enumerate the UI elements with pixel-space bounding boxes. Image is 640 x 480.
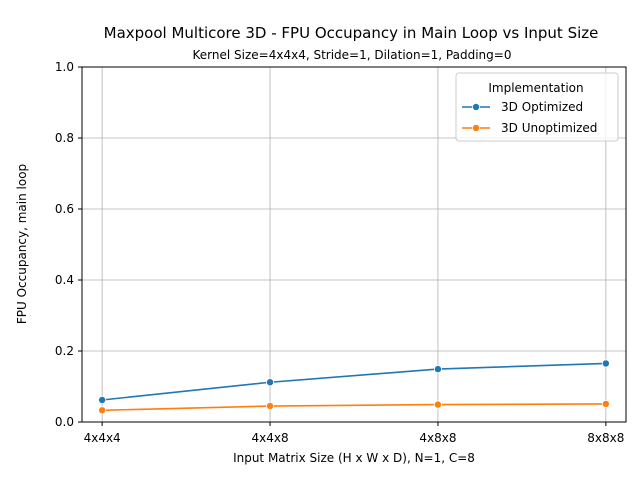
legend-swatch-marker	[471, 103, 480, 112]
chart-subtitle: Kernel Size=4x4x4, Stride=1, Dilation=1,…	[193, 48, 512, 62]
data-point	[98, 395, 107, 404]
legend-swatch-marker	[471, 124, 480, 133]
x-axis: 4x4x4 4x4x8 4x8x8 8x8x8	[84, 422, 624, 445]
legend-label: 3D Optimized	[501, 100, 583, 114]
y-tick-label: 0.2	[55, 344, 74, 358]
legend: Implementation 3D Optimized 3D Unoptimize…	[455, 72, 619, 142]
plot-frame	[81, 66, 627, 423]
data-point	[601, 359, 610, 368]
y-tick-label: 0.0	[55, 415, 74, 429]
series-layer	[98, 359, 610, 415]
y-tick-label: 0.6	[55, 202, 74, 216]
x-tick-label: 8x8x8	[587, 431, 624, 445]
chart-title: Maxpool Multicore 3D - FPU Occupancy in …	[104, 24, 599, 42]
y-tick-label: 0.8	[55, 131, 74, 145]
legend-box	[455, 72, 619, 142]
data-point	[433, 400, 442, 409]
data-point	[433, 365, 442, 374]
x-tick-label: 4x4x8	[251, 431, 288, 445]
series-line	[102, 403, 606, 412]
legend-label: 3D Unoptimized	[501, 121, 597, 135]
x-tick-label: 4x8x8	[419, 431, 456, 445]
x-axis-label: Input Matrix Size (H x W x D), N=1, C=8	[233, 451, 475, 465]
x-tick-label: 4x4x4	[84, 431, 121, 445]
data-point	[98, 406, 107, 415]
y-axis-label: FPU Occupancy, main loop	[15, 164, 29, 324]
legend-title: Implementation	[488, 81, 583, 95]
data-point	[601, 399, 610, 408]
series-line	[102, 362, 606, 401]
data-point	[266, 402, 275, 411]
y-tick-label: 0.4	[55, 273, 74, 287]
y-tick-label: 1.0	[55, 60, 74, 74]
y-axis: 0.0 0.2 0.4 0.6 0.8 1.0	[55, 60, 82, 429]
data-point	[266, 378, 275, 387]
